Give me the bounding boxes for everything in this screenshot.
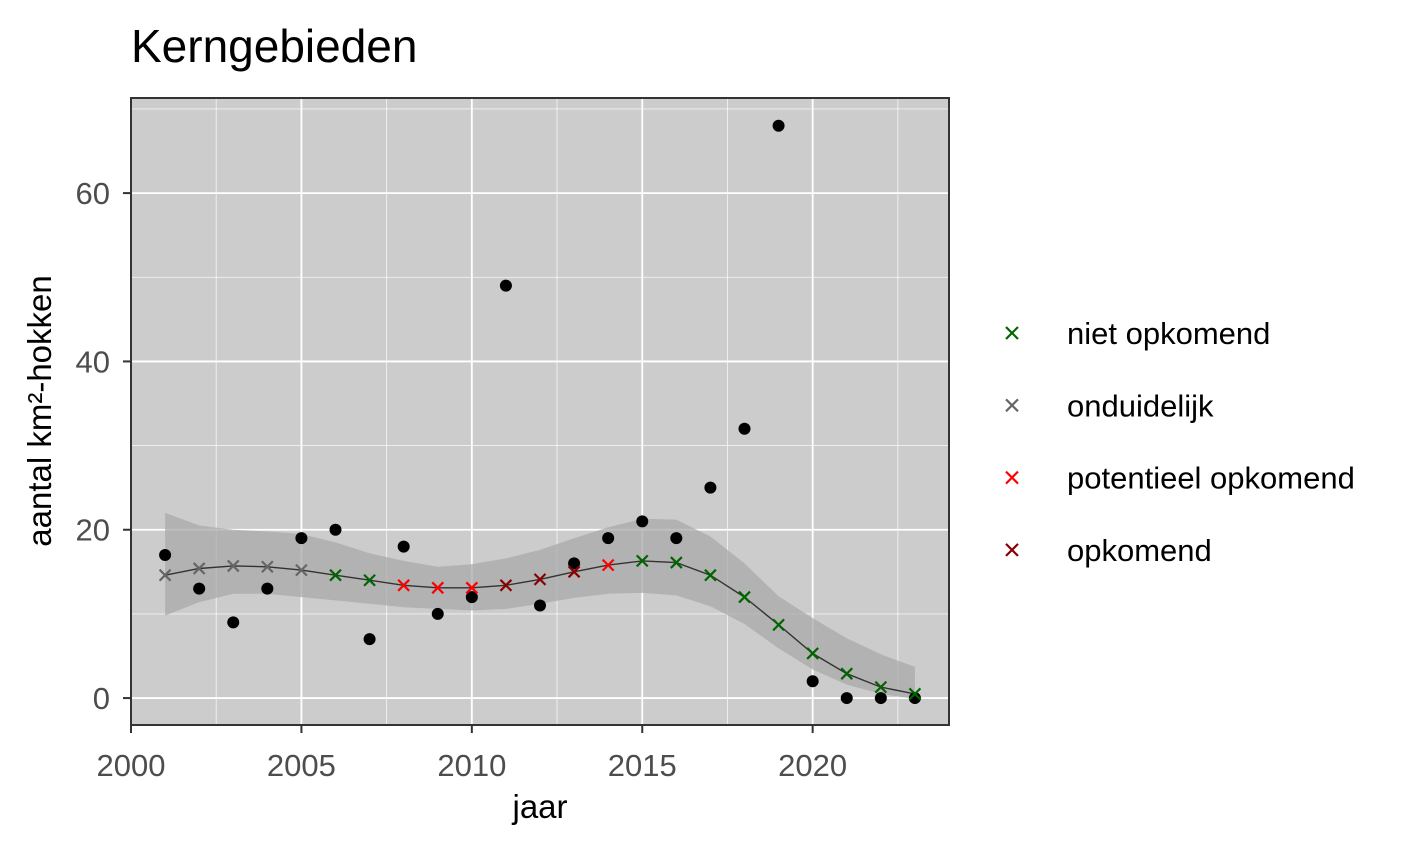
observed-point [329,523,342,536]
smoothed-marker [261,560,274,574]
observed-point [636,515,649,528]
smoothed-marker [670,556,683,569]
observed-point [874,692,887,705]
legend-label: potentieel opkomend [1067,461,1355,496]
observed-point [840,692,853,705]
y-tick-label: 20 [76,513,110,548]
observed-point [806,675,819,688]
smoothed-marker [226,559,240,573]
observed-point [602,532,615,545]
observed-point [363,633,376,646]
legend-key-cross [1005,398,1019,413]
observed-point [738,422,751,435]
smoothed-marker [601,558,615,572]
panel-border [130,97,950,726]
observed-point [704,481,717,494]
smoothed-marker [704,568,717,582]
plot-panel [130,97,950,726]
observed-point [499,279,512,292]
chart-title: Kerngebieden [131,20,417,72]
y-tick-label: 0 [93,681,110,716]
observed-point [227,616,240,629]
legend-key-cross [1005,543,1019,557]
smoothed-marker [908,687,922,701]
legend-label: niet opkomend [1067,316,1270,351]
y-axis-title: aantal km²-hokken [21,275,58,546]
smoothed-marker [840,667,854,680]
legend-item: potentieel opkomend [1005,461,1355,496]
confidence-ribbon [165,512,915,699]
legend-label: opkomend [1067,533,1212,568]
x-tick-label: 2005 [267,748,336,783]
observed-point [397,540,410,553]
observed-points [159,119,921,705]
observed-point [670,532,683,545]
observed-point [772,119,785,132]
smoothed-marker [567,565,581,579]
observed-point [295,532,308,545]
y-axis: 0 20 40 60 [76,176,131,716]
smoothed-marker [738,590,751,604]
observed-point [908,692,921,705]
observed-point [159,548,172,561]
observed-point [465,591,478,604]
smoothed-marker [192,562,206,575]
observed-point [568,557,581,570]
smoothed-marker [806,647,819,660]
legend-key-cross [1005,326,1019,340]
legend-item: niet opkomend [1005,316,1270,351]
smoothed-marker [397,579,410,592]
smoothed-marker [295,563,308,577]
smoothed-marker [533,573,547,586]
x-tick-label: 2020 [778,748,847,783]
smoothed-marker [465,581,479,595]
smoothed-marker [363,573,376,587]
x-tick-label: 2000 [97,748,166,783]
smoothed-marker [431,581,445,595]
smoothed-markers [158,554,922,701]
smoothed-marker [635,554,649,568]
legend-label: onduidelijk [1067,388,1214,423]
smoothed-marker [772,618,785,632]
observed-point [193,582,206,595]
smoothed-marker [499,579,513,592]
y-tick-label: 60 [76,176,110,211]
y-tick-label: 40 [76,344,110,379]
observed-point [431,607,444,620]
smoothed-marker [329,568,342,582]
x-tick-label: 2010 [437,748,506,783]
observed-point [534,599,546,612]
legend: niet opkomend onduidelijk potentieel opkom… [1005,316,1355,568]
x-tick-label: 2015 [608,748,677,783]
legend-key-cross [1005,470,1019,485]
legend-item: onduidelijk [1005,388,1214,423]
x-axis-title: jaar [511,788,567,825]
x-axis: 2000 2005 2010 2015 2020 [97,725,847,783]
legend-item: opkomend [1005,533,1212,568]
smoothed-marker [158,568,172,582]
smoothed-marker [874,680,888,694]
observed-point [261,582,274,595]
